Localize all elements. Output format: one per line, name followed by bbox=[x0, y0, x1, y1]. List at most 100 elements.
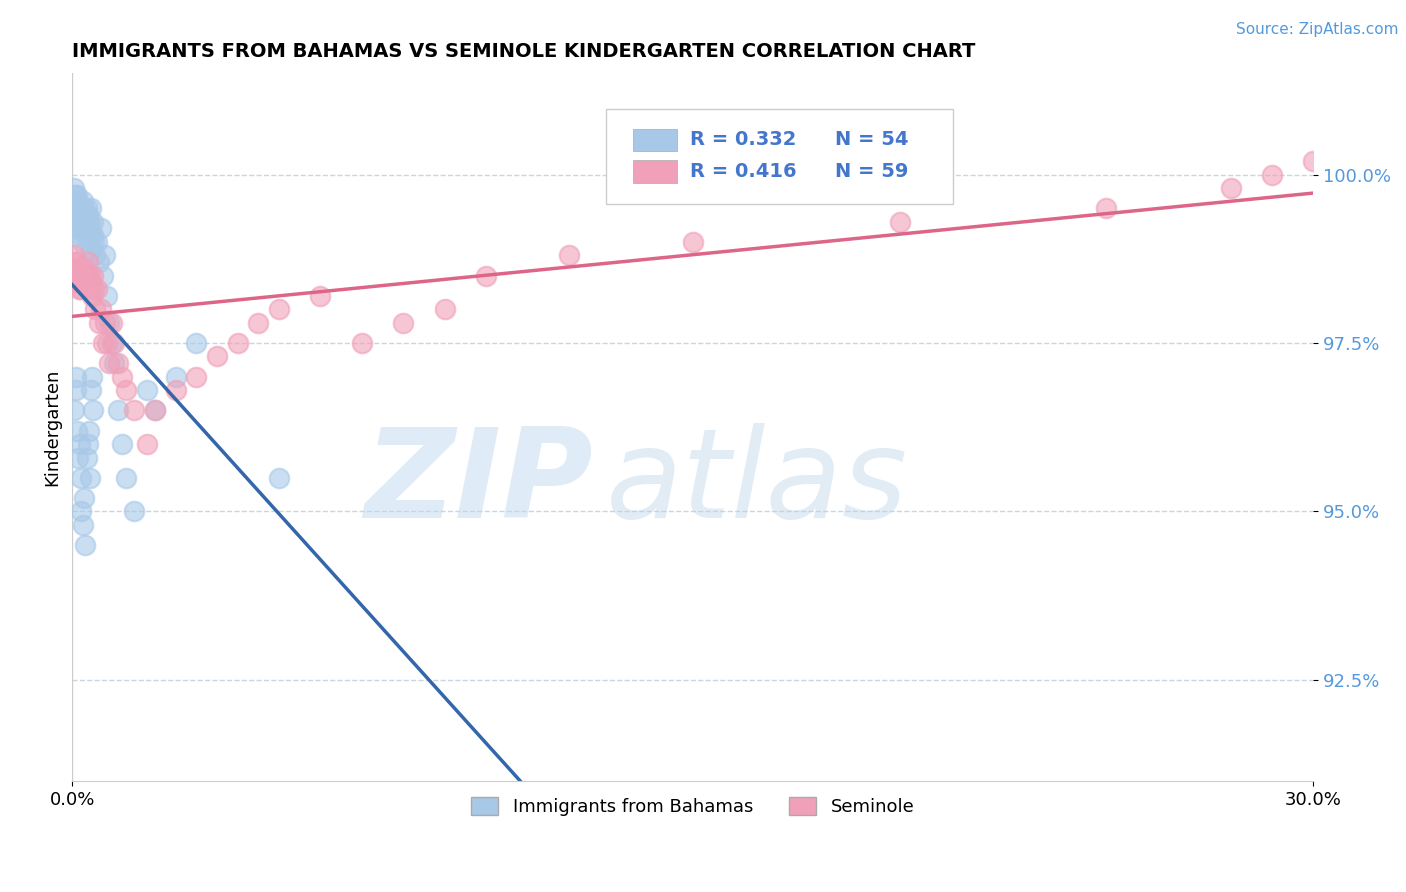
Point bbox=[84, 248, 107, 262]
Point bbox=[682, 235, 704, 249]
Point bbox=[73, 228, 96, 243]
Point bbox=[77, 437, 100, 451]
Point bbox=[72, 517, 94, 532]
Point bbox=[100, 316, 122, 330]
Point bbox=[66, 187, 89, 202]
Point bbox=[69, 261, 91, 276]
Point bbox=[267, 471, 290, 485]
Point bbox=[69, 201, 91, 215]
Point bbox=[66, 261, 89, 276]
Point bbox=[65, 255, 87, 269]
Point bbox=[186, 369, 208, 384]
Point bbox=[65, 369, 87, 384]
Point bbox=[76, 201, 98, 215]
Point bbox=[103, 356, 125, 370]
Point bbox=[86, 235, 108, 249]
Text: ZIP: ZIP bbox=[364, 424, 593, 544]
Point bbox=[124, 403, 146, 417]
Point bbox=[66, 276, 89, 290]
Point bbox=[86, 282, 108, 296]
Point bbox=[73, 215, 96, 229]
Point bbox=[76, 268, 98, 283]
Point bbox=[83, 282, 105, 296]
Point bbox=[80, 276, 103, 290]
Point bbox=[63, 187, 86, 202]
Point bbox=[72, 201, 94, 215]
Point bbox=[73, 208, 96, 222]
Point bbox=[267, 302, 290, 317]
Point bbox=[90, 221, 112, 235]
Point bbox=[80, 383, 103, 397]
Point bbox=[77, 221, 100, 235]
Point bbox=[80, 228, 103, 243]
Point bbox=[98, 316, 121, 330]
Point bbox=[107, 356, 129, 370]
Point bbox=[84, 302, 107, 317]
Text: N = 59: N = 59 bbox=[835, 162, 908, 181]
Point bbox=[107, 403, 129, 417]
Point bbox=[98, 356, 121, 370]
Point bbox=[66, 261, 89, 276]
Point bbox=[135, 437, 157, 451]
Point bbox=[63, 248, 86, 262]
Point bbox=[79, 471, 101, 485]
Point bbox=[91, 268, 114, 283]
Point bbox=[100, 336, 122, 351]
Point bbox=[82, 268, 104, 283]
Point bbox=[1095, 201, 1118, 215]
Point bbox=[96, 289, 118, 303]
Point bbox=[69, 268, 91, 283]
Point bbox=[79, 268, 101, 283]
Point bbox=[70, 235, 93, 249]
Point bbox=[67, 276, 90, 290]
Point bbox=[82, 403, 104, 417]
Point bbox=[87, 255, 110, 269]
Point bbox=[77, 424, 100, 438]
Point bbox=[73, 491, 96, 505]
Point bbox=[90, 302, 112, 317]
Point bbox=[63, 403, 86, 417]
Point bbox=[67, 282, 90, 296]
Point bbox=[70, 282, 93, 296]
Point bbox=[69, 228, 91, 243]
Text: IMMIGRANTS FROM BAHAMAS VS SEMINOLE KINDERGARTEN CORRELATION CHART: IMMIGRANTS FROM BAHAMAS VS SEMINOLE KIND… bbox=[72, 42, 976, 61]
Point bbox=[76, 208, 98, 222]
Point bbox=[91, 336, 114, 351]
Point bbox=[94, 248, 117, 262]
Point bbox=[63, 255, 86, 269]
Point bbox=[72, 268, 94, 283]
Point bbox=[77, 255, 100, 269]
Point bbox=[111, 437, 134, 451]
Bar bbox=[633, 128, 676, 152]
Point bbox=[205, 350, 228, 364]
Point bbox=[65, 208, 87, 222]
Point bbox=[143, 403, 166, 417]
Point bbox=[69, 471, 91, 485]
Point bbox=[1219, 181, 1241, 195]
Point bbox=[557, 248, 579, 262]
Text: R = 0.332: R = 0.332 bbox=[690, 130, 797, 150]
Point bbox=[65, 383, 87, 397]
Point bbox=[82, 228, 104, 243]
Point bbox=[66, 194, 89, 209]
Point bbox=[69, 215, 91, 229]
Point bbox=[143, 403, 166, 417]
Point bbox=[70, 215, 93, 229]
Y-axis label: Kindergarten: Kindergarten bbox=[44, 368, 60, 486]
Point bbox=[77, 208, 100, 222]
Point bbox=[63, 181, 86, 195]
Point bbox=[889, 215, 911, 229]
Point bbox=[67, 208, 90, 222]
Point bbox=[475, 268, 498, 283]
Point bbox=[115, 383, 138, 397]
Point bbox=[87, 316, 110, 330]
Point bbox=[186, 336, 208, 351]
Point bbox=[433, 302, 456, 317]
Point bbox=[76, 450, 98, 465]
Point bbox=[65, 201, 87, 215]
Text: Source: ZipAtlas.com: Source: ZipAtlas.com bbox=[1236, 22, 1399, 37]
Point bbox=[65, 268, 87, 283]
Point bbox=[69, 437, 91, 451]
Point bbox=[247, 316, 270, 330]
Point bbox=[1261, 168, 1284, 182]
